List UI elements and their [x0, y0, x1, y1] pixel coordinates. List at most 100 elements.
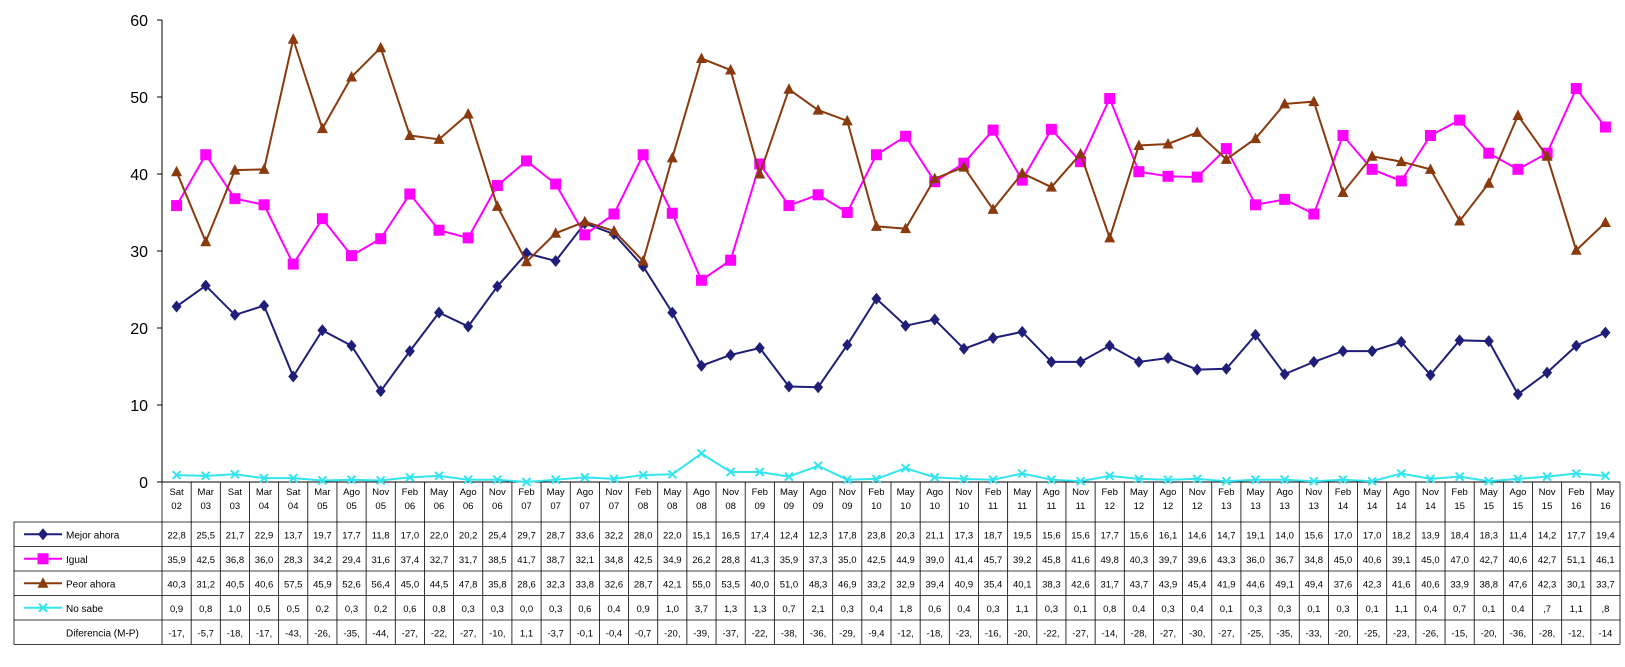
table-cell: 0,6 [928, 604, 941, 615]
data-point-peor-ahora [725, 64, 737, 75]
table-cell: -36, [1510, 628, 1526, 639]
table-cell: 40,3 [167, 579, 186, 590]
row-label-diferencia-m-p: Diferencia (M-P) [66, 628, 139, 639]
x-tick-label: May [1013, 487, 1031, 498]
data-point-no-sabe [171, 470, 182, 480]
table-cell: 56,4 [371, 579, 390, 590]
x-tick-label: Feb [635, 487, 651, 498]
data-point-peor-ahora [1191, 126, 1203, 137]
table-cell: 0,4 [957, 604, 970, 615]
table-cell: 40,3 [1130, 555, 1149, 566]
table-cell: -12, [897, 628, 913, 639]
data-point-igual [200, 149, 212, 161]
legend-marker-igual [37, 553, 49, 565]
x-tick-label: Nov [1305, 487, 1322, 498]
table-cell: 51,0 [780, 579, 799, 590]
data-point-no-sabe [988, 474, 998, 485]
data-point-mejor-ahora [1046, 355, 1057, 368]
marker-stroke [1454, 471, 1465, 482]
table-cell: 40,6 [255, 579, 274, 590]
table-cell: 1,0 [228, 604, 241, 615]
table-cell: 39,2 [1013, 555, 1032, 566]
data-point-no-sabe [1279, 474, 1290, 485]
series-layer [171, 33, 1611, 487]
table-cell: -27, [460, 628, 476, 639]
table-cell: 39,0 [925, 555, 944, 566]
data-point-mejor-ahora [1571, 339, 1582, 352]
series-line-peor-ahora [175, 35, 1607, 264]
data-point-peor-ahora [1599, 216, 1611, 228]
table-cell: 11,4 [1509, 530, 1527, 541]
table-cell: -25, [1364, 628, 1380, 639]
marker-stroke [784, 471, 794, 482]
data-point-peor-ahora [1483, 177, 1495, 188]
data-point-no-sabe [959, 474, 969, 484]
table-cell: 17,7 [1567, 530, 1586, 541]
x-tick-label: 12 [1163, 501, 1174, 512]
table-cell: 3,7 [695, 604, 708, 615]
table-cell: -20, [1481, 628, 1497, 639]
table-cell: 0,2 [374, 604, 387, 615]
data-point-mejor-ahora [1017, 325, 1028, 338]
table-cell: -37, [722, 628, 738, 639]
table-cell: -26, [314, 628, 330, 639]
table-cell: -28, [1539, 628, 1555, 639]
marker-stroke [1134, 474, 1144, 484]
x-tick-label: Ago [1509, 487, 1526, 498]
table-cell: 14,2 [1538, 530, 1557, 541]
table-cell: -22, [431, 628, 447, 639]
table-cell: -3,7 [547, 628, 563, 639]
table-cell: 21,7 [226, 530, 245, 541]
table-cell: 22,9 [255, 530, 274, 541]
x-tick-label: Feb [1218, 487, 1234, 498]
data-point-peor-ahora [404, 129, 416, 140]
x-tick-label: 05 [317, 501, 328, 512]
data-point-no-sabe [1367, 476, 1377, 486]
table-cell: 17,0 [1334, 530, 1353, 541]
table-cell: 11,8 [372, 530, 390, 541]
table-cell: 28,0 [634, 530, 653, 541]
table-cell: 40,1 [1013, 579, 1032, 590]
x-tick-label: May [1480, 487, 1498, 498]
table-cell: 1,1 [1570, 604, 1583, 615]
x-tick-label: Feb [402, 487, 418, 498]
data-point-igual [258, 199, 270, 211]
data-point-no-sabe [1046, 474, 1057, 485]
x-tick-label: Nov [1422, 487, 1439, 498]
x-tick-label: Nov [722, 487, 739, 498]
table-cell: 14,7 [1217, 530, 1236, 541]
x-tick-label: 08 [638, 501, 649, 512]
table-cell: 1,3 [724, 604, 737, 615]
data-point-igual [550, 178, 562, 190]
data-point-igual [754, 158, 766, 170]
marker-stroke [38, 603, 48, 613]
data-point-igual [1104, 93, 1116, 105]
data-point-no-sabe [550, 474, 561, 485]
x-tick-label: Nov [955, 487, 972, 498]
table-cell: 43,9 [1159, 579, 1178, 590]
table-cell: 41,6 [1392, 579, 1411, 590]
table-cell: 32,1 [576, 555, 595, 566]
x-tick-label: Ago [343, 487, 360, 498]
table-cell: -27, [1218, 628, 1234, 639]
x-tick-label: 11 [1017, 501, 1027, 512]
data-point-mejor-ahora [229, 308, 240, 321]
data-point-igual [375, 233, 387, 245]
data-point-no-sabe [725, 467, 736, 477]
x-tick-label: 16 [1600, 501, 1611, 512]
marker-stroke [1104, 471, 1115, 481]
table-cell: 46,9 [838, 579, 857, 590]
marker-stroke [930, 472, 940, 483]
table-cell: 1,1 [1395, 604, 1408, 615]
table-cell: 44,6 [1246, 579, 1265, 590]
table-cell: 22,8 [167, 530, 186, 541]
table-cell: 0,3 [1336, 604, 1349, 615]
x-tick-label: 13 [1221, 501, 1232, 512]
table-cell: 16,1 [1159, 530, 1178, 541]
marker-stroke [346, 474, 357, 485]
x-tick-label: Feb [752, 487, 768, 498]
data-point-peor-ahora [1045, 181, 1057, 192]
data-point-no-sabe [1484, 476, 1494, 486]
table-cell: 40,0 [751, 579, 770, 590]
table-cell: 31,7 [1100, 579, 1119, 590]
